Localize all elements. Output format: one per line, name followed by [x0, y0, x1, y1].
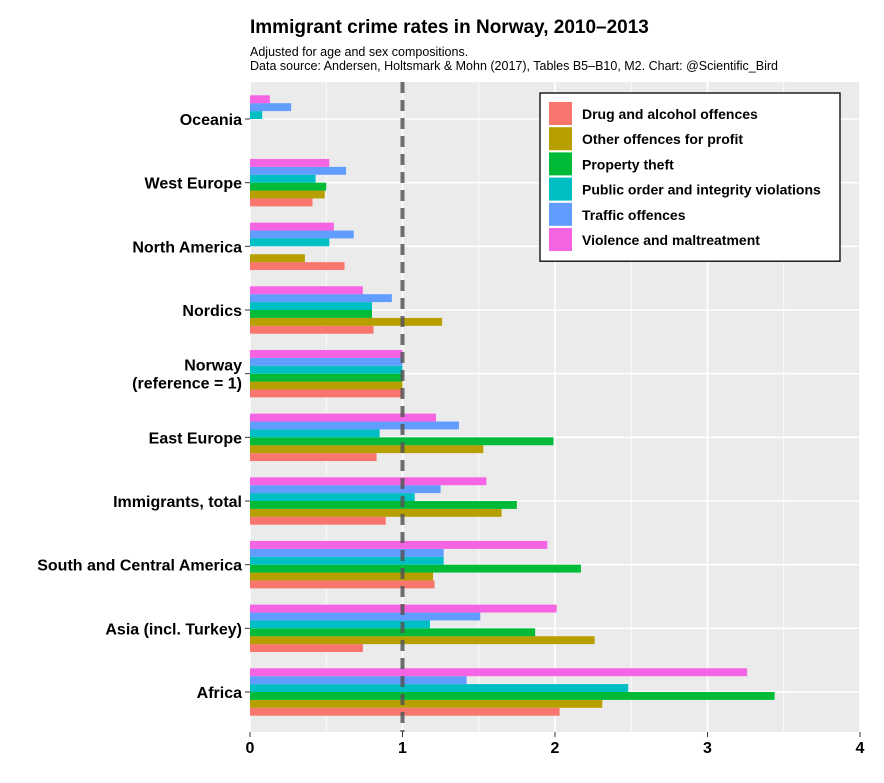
bar — [250, 325, 374, 334]
bar — [250, 445, 484, 454]
category-label: North America — [132, 239, 242, 256]
legend-swatch — [549, 152, 572, 176]
x-tick-label: 0 — [246, 740, 255, 757]
bars — [250, 95, 775, 716]
bar — [250, 668, 748, 677]
bar — [250, 262, 345, 271]
legend-swatch — [549, 127, 572, 151]
bar — [250, 317, 443, 326]
category-label: Asia (incl. Turkey) — [105, 621, 242, 638]
bar — [250, 429, 380, 438]
legend-label: Other offences for profit — [582, 131, 743, 147]
bar — [250, 564, 581, 573]
bar — [250, 357, 403, 366]
bar — [250, 485, 441, 494]
x-tick-label: 1 — [398, 740, 407, 757]
bar — [250, 222, 334, 231]
category-label: East Europe — [149, 430, 242, 447]
bar — [250, 198, 313, 207]
category-label: Immigrants, total — [113, 494, 242, 511]
bar — [250, 111, 263, 119]
bar — [250, 556, 444, 565]
bar — [250, 254, 305, 263]
x-tick-label: 3 — [703, 740, 712, 757]
bar — [250, 620, 430, 629]
bar — [250, 365, 403, 374]
bar — [250, 389, 403, 398]
bar — [250, 174, 316, 183]
bar — [250, 540, 548, 549]
chart-title: Immigrant crime rates in Norway, 2010–20… — [250, 17, 649, 38]
legend-label: Public order and integrity violations — [582, 182, 821, 198]
bar — [250, 294, 392, 303]
legend-swatch — [549, 102, 572, 125]
category-label: Norway — [184, 358, 242, 375]
category-label: Nordics — [182, 303, 242, 320]
bar — [250, 516, 386, 525]
bar — [250, 628, 536, 637]
bar — [250, 644, 363, 653]
bar — [250, 373, 403, 382]
bar — [250, 286, 363, 295]
category-label: West Europe — [145, 176, 243, 193]
category-label: Oceania — [180, 112, 242, 129]
legend-label: Property theft — [582, 156, 674, 172]
bar — [250, 166, 347, 175]
bar — [250, 302, 372, 310]
bar — [250, 95, 270, 104]
bar — [250, 684, 629, 692]
bar — [250, 190, 325, 199]
bar — [250, 707, 560, 716]
y-axis: Oceania West Europe North America Nordics No… — [37, 112, 250, 702]
bar — [250, 349, 403, 358]
legend-swatch — [549, 202, 572, 226]
legend-label: Violence and maltreatment — [582, 232, 760, 248]
bar — [250, 676, 467, 685]
bar — [250, 580, 435, 589]
bar — [250, 612, 481, 621]
bar — [250, 230, 354, 239]
bar — [250, 692, 775, 700]
bar — [250, 413, 437, 422]
bar — [250, 453, 377, 462]
bar — [250, 508, 502, 517]
category-label: South and Central America — [37, 558, 242, 575]
bar — [250, 477, 487, 486]
legend-swatch — [549, 228, 572, 251]
bar — [250, 421, 459, 430]
bar — [250, 548, 444, 557]
bar — [250, 182, 327, 191]
bar — [250, 437, 554, 446]
legend-label: Traffic offences — [582, 207, 686, 223]
legend: Drug and alcohol offences Other offences … — [539, 92, 841, 262]
legend-swatch — [549, 177, 572, 201]
bar — [250, 158, 330, 167]
x-tick-label: 2 — [551, 740, 560, 757]
bar — [250, 103, 292, 112]
category-label: Africa — [197, 685, 242, 702]
bar — [250, 238, 330, 247]
legend-box — [539, 92, 841, 262]
chart-subtitle-line-2: Data source: Andersen, Holtsmark & Mohn … — [250, 59, 778, 73]
x-tick-label: 4 — [856, 740, 865, 757]
bar — [250, 381, 403, 390]
x-axis: 0 1 2 3 4 — [246, 732, 865, 757]
bar — [250, 636, 595, 645]
category-label: (reference = 1) — [132, 376, 242, 393]
bar — [250, 572, 433, 581]
bar — [250, 310, 372, 318]
chart-subtitle-line-1: Adjusted for age and sex compositions. — [250, 45, 468, 59]
bar — [250, 501, 517, 509]
legend-label: Drug and alcohol offences — [582, 106, 758, 122]
bar — [250, 699, 603, 708]
bar — [250, 493, 415, 501]
